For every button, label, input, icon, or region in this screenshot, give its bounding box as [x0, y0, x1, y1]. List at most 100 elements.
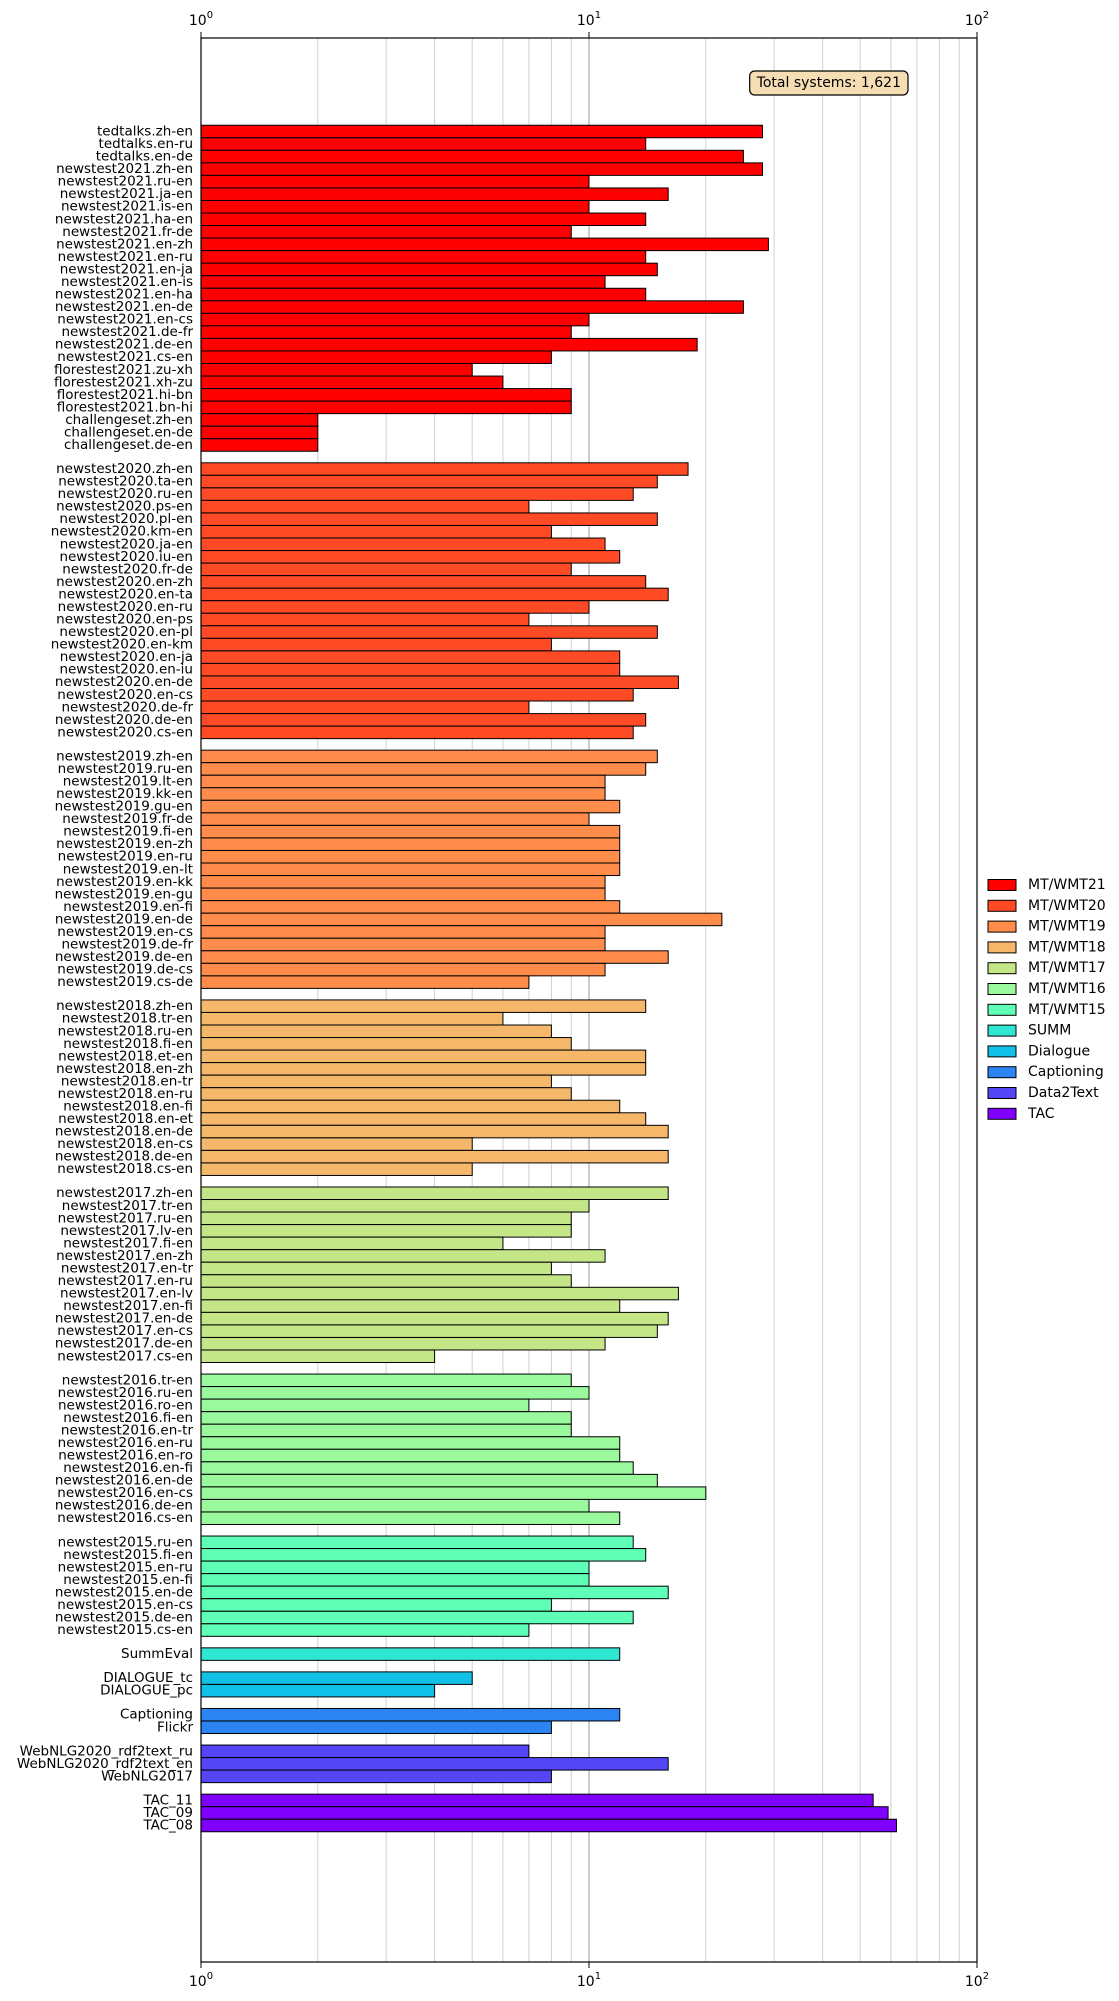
category-label: newstest2018.en-ru [58, 1086, 193, 1102]
legend-label: MT/WMT16 [1028, 981, 1106, 997]
bar [200, 999, 647, 1013]
category-label: florestest2021.hi-bn [57, 387, 193, 403]
bar [200, 1610, 634, 1625]
tick-label-base: 10 [577, 13, 595, 29]
category-label: newstest2020.ja-en [60, 536, 193, 552]
category-label: newstest2020.ru-en [58, 486, 193, 502]
bar [200, 487, 634, 501]
category-label: challengeset.de-en [64, 437, 193, 453]
category-label: newstest2016.ro-en [58, 1397, 193, 1413]
category-label: newstest2017.en-fi [63, 1298, 193, 1314]
bar [200, 512, 658, 526]
bar [200, 1511, 621, 1525]
legend-swatch [987, 920, 1017, 933]
bar [200, 1623, 530, 1637]
category-label: newstest2018.et-en [58, 1048, 193, 1064]
bar [200, 1683, 436, 1698]
category-label: DIALOGUE_tc [103, 1670, 193, 1686]
bar [200, 375, 504, 390]
tick-label-base: 10 [189, 1974, 207, 1990]
category-label: newstest2021.ha-en [55, 211, 193, 227]
bars [200, 124, 897, 1833]
bar [200, 1548, 647, 1562]
bar [200, 675, 679, 689]
bar [200, 1336, 606, 1351]
tick-label-base: 10 [577, 1974, 595, 1990]
legend-swatch [987, 941, 1017, 954]
legend: MT/WMT21 MT/WMT20 MT/WMT19 MT/WMT18 MT/WMT17… [987, 877, 1106, 1122]
bar [200, 550, 621, 564]
bar [200, 875, 606, 889]
category-label: newstest2016.ru-en [58, 1385, 193, 1401]
tick-label-exponent: 0 [207, 10, 213, 21]
category-label: newstest2020.fr-de [62, 561, 193, 577]
bar [200, 499, 530, 514]
bar [200, 413, 319, 427]
bar [200, 762, 647, 776]
legend-label: SUMM [1028, 1023, 1071, 1039]
category-label: newstest2021.en-ja [60, 261, 193, 277]
bar [200, 199, 590, 214]
category-label: newstest2018.en-zh [56, 1061, 193, 1077]
bar [200, 1324, 658, 1338]
bar [200, 713, 647, 727]
bar [200, 1473, 658, 1488]
category-label: newstest2018.en-tr [61, 1073, 194, 1089]
bar [200, 725, 634, 740]
category-label: newstest2017.en-de [55, 1311, 193, 1327]
category-label: newstest2018.de-en [55, 1149, 193, 1165]
category-label: newstest2021.fr-de [62, 224, 193, 240]
legend-label: Data2Text [1028, 1085, 1099, 1101]
category-label: newstest2018.en-de [55, 1124, 193, 1140]
bar [200, 1236, 504, 1251]
bar [200, 1671, 473, 1685]
bar [200, 312, 590, 327]
bar [200, 1423, 572, 1438]
category-label: newstest2021.de-en [55, 337, 193, 353]
category-label: newstest2016.en-ru [58, 1435, 193, 1451]
category-label: newstest2020.en-cs [57, 687, 193, 703]
category-label: newstest2021.en-is [61, 274, 193, 290]
category-label: newstest2016.en-ro [58, 1448, 193, 1464]
bar [200, 225, 572, 239]
bar [200, 537, 606, 552]
category-label: newstest2019.en-kk [56, 874, 193, 890]
bar [200, 1448, 621, 1463]
bar [200, 1149, 669, 1164]
bar [200, 1224, 572, 1238]
bar [200, 688, 634, 702]
bar [200, 400, 572, 415]
category-label: newstest2021.en-ru [58, 249, 193, 265]
bar [200, 1647, 621, 1661]
bar [200, 325, 572, 339]
category-label: florestest2021.bn-hi [57, 399, 193, 415]
category-label: newstest2015.cs-en [57, 1622, 193, 1638]
bar [200, 1349, 436, 1364]
bar [200, 587, 669, 602]
legend-label: MT/WMT18 [1028, 939, 1106, 955]
tick-label-base: 10 [189, 13, 207, 29]
category-label: newstest2017.fi-en [63, 1235, 193, 1251]
bar [200, 1186, 669, 1200]
bar [200, 1037, 572, 1051]
category-label: tedtalks.en-de [96, 149, 193, 165]
category-label: SummEval [121, 1646, 193, 1662]
total-systems-annotation: Total systems: 1,621 [749, 70, 909, 96]
category-label: newstest2017.cs-en [57, 1348, 193, 1364]
bar [200, 1074, 552, 1089]
bar [200, 337, 698, 352]
legend-swatch [987, 1045, 1017, 1058]
bar [200, 462, 689, 476]
category-label: newstest2015.ru-en [58, 1534, 193, 1550]
category-label: WebNLG2020_rdf2text_en [17, 1756, 193, 1772]
category-label: newstest2021.ru-en [58, 174, 193, 190]
tick-label-exponent: 0 [207, 1971, 213, 1982]
bar [200, 1286, 679, 1301]
bar [200, 837, 621, 851]
bar [200, 925, 606, 939]
category-label: challengeset.en-de [64, 424, 193, 440]
bar [200, 962, 606, 977]
bar [200, 1011, 504, 1026]
legend-label: MT/WMT15 [1028, 1002, 1106, 1018]
